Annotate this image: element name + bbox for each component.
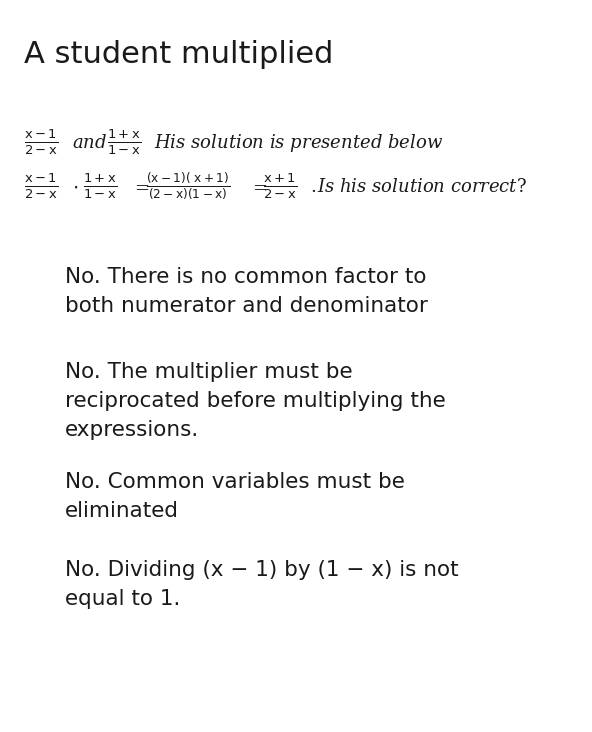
Text: $\mathdefault{\frac{1+x}{1-x}}$: $\mathdefault{\frac{1+x}{1-x}}$ <box>107 128 141 157</box>
Text: $\mathdefault{\frac{x-1}{2-x}}$: $\mathdefault{\frac{x-1}{2-x}}$ <box>24 128 58 157</box>
Text: $\mathdefault{\frac{x+1}{2-x}}$: $\mathdefault{\frac{x+1}{2-x}}$ <box>263 172 298 201</box>
Text: $=$: $=$ <box>131 178 150 195</box>
Text: $\mathdefault{\cdot}$: $\mathdefault{\cdot}$ <box>72 177 78 196</box>
Text: $\mathit{Is\ his\ solution\ correct?}$: $\mathit{Is\ his\ solution\ correct?}$ <box>317 178 527 195</box>
Text: $\mathdefault{\frac{1+x}{1-x}}$: $\mathdefault{\frac{1+x}{1-x}}$ <box>83 172 117 201</box>
Text: $\mathit{His\ solution\ is\ presented\ below}$: $\mathit{His\ solution\ is\ presented\ b… <box>154 132 443 154</box>
Text: No. Dividing (x − 1) by (1 − x) is not
equal to 1.: No. Dividing (x − 1) by (1 − x) is not e… <box>65 560 459 609</box>
Text: A student multiplied: A student multiplied <box>24 40 333 70</box>
Text: No. Common variables must be
eliminated: No. Common variables must be eliminated <box>65 472 405 521</box>
Text: No. The multiplier must be
reciprocated before multiplying the
expressions.: No. The multiplier must be reciprocated … <box>65 362 446 440</box>
Text: No. There is no common factor to
both numerator and denominator: No. There is no common factor to both nu… <box>65 267 428 316</box>
Text: $.$: $.$ <box>310 178 316 195</box>
Text: $\mathdefault{\frac{(x-1)(\ x+1)}{(2-x)(1-x)}}$: $\mathdefault{\frac{(x-1)(\ x+1)}{(2-x)(… <box>146 171 230 202</box>
Text: $\mathit{and}$: $\mathit{and}$ <box>72 134 107 152</box>
Text: $\mathdefault{\frac{x-1}{2-x}}$: $\mathdefault{\frac{x-1}{2-x}}$ <box>24 172 58 201</box>
Text: $=$: $=$ <box>249 178 267 195</box>
